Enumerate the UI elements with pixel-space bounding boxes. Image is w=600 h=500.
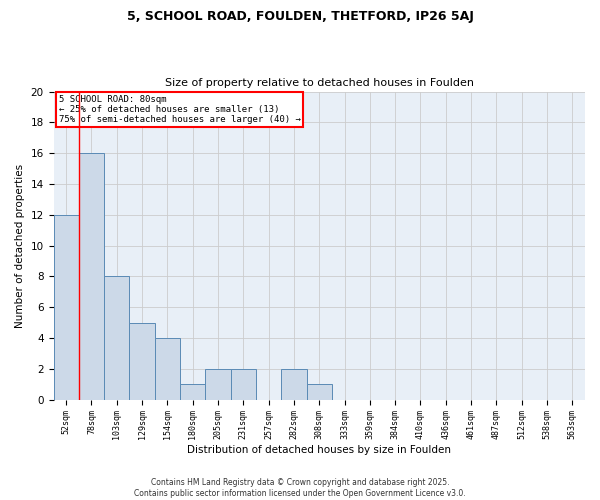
- Bar: [281, 369, 307, 400]
- Bar: [155, 338, 180, 400]
- Text: 5 SCHOOL ROAD: 80sqm
← 25% of detached houses are smaller (13)
75% of semi-detac: 5 SCHOOL ROAD: 80sqm ← 25% of detached h…: [59, 94, 301, 124]
- Bar: [79, 153, 104, 400]
- Bar: [205, 369, 230, 400]
- Y-axis label: Number of detached properties: Number of detached properties: [15, 164, 25, 328]
- Bar: [307, 384, 332, 400]
- Title: Size of property relative to detached houses in Foulden: Size of property relative to detached ho…: [165, 78, 474, 88]
- Text: 5, SCHOOL ROAD, FOULDEN, THETFORD, IP26 5AJ: 5, SCHOOL ROAD, FOULDEN, THETFORD, IP26 …: [127, 10, 473, 23]
- Bar: [230, 369, 256, 400]
- Bar: [180, 384, 205, 400]
- Bar: [53, 215, 79, 400]
- Bar: [104, 276, 130, 400]
- X-axis label: Distribution of detached houses by size in Foulden: Distribution of detached houses by size …: [187, 445, 451, 455]
- Text: Contains HM Land Registry data © Crown copyright and database right 2025.
Contai: Contains HM Land Registry data © Crown c…: [134, 478, 466, 498]
- Bar: [130, 322, 155, 400]
